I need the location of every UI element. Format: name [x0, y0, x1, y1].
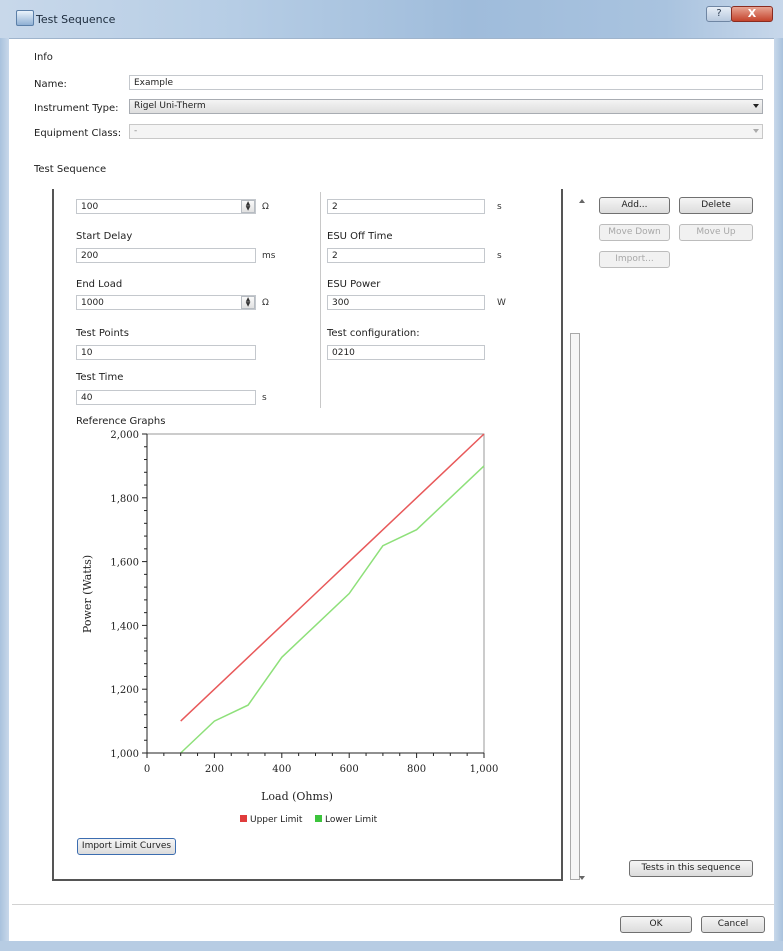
- import-limit-curves-button[interactable]: Import Limit Curves: [77, 838, 176, 855]
- axis-ticks: 1,000 1,200 1,400 1,600 1,800 2,000 0 200 400 600…: [110, 430, 498, 775]
- chevron-down-icon: [753, 104, 759, 108]
- x-tick-label: 200: [205, 764, 224, 775]
- x-tick-label: 0: [144, 764, 150, 775]
- x-axis-label: Load (Ohms): [261, 790, 333, 803]
- first-time-input[interactable]: 2: [327, 199, 485, 214]
- first-load-spinner[interactable]: ▲ ▼: [241, 200, 255, 213]
- y-tick-label: 1,600: [110, 558, 139, 569]
- scroll-down-icon[interactable]: [579, 876, 585, 880]
- legend-label-upper: Upper Limit: [250, 815, 303, 825]
- cancel-button[interactable]: Cancel: [701, 916, 765, 933]
- app-icon: [16, 10, 34, 26]
- y-tick-label: 1,200: [110, 685, 139, 696]
- close-button[interactable]: X: [731, 6, 773, 22]
- end-load-unit: Ω: [262, 298, 269, 308]
- y-tick-label: 1,400: [110, 621, 139, 632]
- equipment-class-label: Equipment Class:: [34, 128, 122, 139]
- delete-button[interactable]: Delete: [679, 197, 753, 214]
- first-load-unit: Ω: [262, 202, 269, 212]
- esu-power-unit: W: [497, 298, 506, 308]
- test-time-unit: s: [262, 393, 267, 403]
- esu-off-time-unit: s: [497, 251, 502, 261]
- column-divider: [320, 192, 321, 408]
- upper-limit-line: [180, 433, 485, 722]
- scrollbar-thumb[interactable]: [570, 333, 580, 880]
- test-time-label: Test Time: [76, 372, 124, 383]
- window-frame-left: [0, 38, 9, 951]
- test-points-label: Test Points: [76, 328, 129, 339]
- test-points-input[interactable]: 10: [76, 345, 256, 360]
- instrument-type-value: Rigel Uni-Therm: [134, 101, 206, 111]
- window-title: Test Sequence: [36, 13, 116, 26]
- esu-power-input[interactable]: 300: [327, 295, 485, 310]
- y-axis-label: Power (Watts): [81, 555, 94, 633]
- start-delay-label: Start Delay: [76, 231, 133, 242]
- reference-graph: 1,000 1,200 1,400 1,600 1,800 2,000 0 200 400 600…: [81, 430, 498, 825]
- esu-off-time-label: ESU Off Time: [327, 231, 393, 242]
- chart-legend: Upper Limit Lower Limit: [240, 815, 378, 825]
- chart-lines: [180, 433, 485, 754]
- start-delay-unit: ms: [262, 251, 276, 261]
- x-tick-label: 600: [340, 764, 359, 775]
- end-load-label: End Load: [76, 279, 123, 290]
- test-sequence-panel: [52, 189, 563, 881]
- legend-label-lower: Lower Limit: [325, 815, 378, 825]
- window-frame-bottom: [0, 941, 783, 951]
- title-bar: [0, 0, 783, 39]
- window-frame-right: [774, 38, 783, 951]
- chevron-down-icon: [753, 129, 759, 133]
- tests-in-sequence-button[interactable]: Tests in this sequence: [629, 860, 753, 877]
- instrument-type-select[interactable]: Rigel Uni-Therm: [129, 99, 763, 114]
- ok-button[interactable]: OK: [620, 916, 692, 933]
- start-delay-input[interactable]: 200: [76, 248, 256, 263]
- lower-limit-line: [180, 465, 485, 754]
- scroll-up-icon[interactable]: [579, 199, 585, 203]
- move-down-button[interactable]: Move Down: [599, 224, 670, 241]
- legend-swatch-lower: [315, 815, 322, 822]
- end-load-spinner[interactable]: ▲ ▼: [241, 296, 255, 309]
- esu-off-time-input[interactable]: 2: [327, 248, 485, 263]
- first-load-input[interactable]: 100: [76, 199, 256, 214]
- y-tick-label: 1,000: [110, 749, 139, 760]
- move-up-button[interactable]: Move Up: [679, 224, 753, 241]
- legend-swatch-upper: [240, 815, 247, 822]
- add-button[interactable]: Add...: [599, 197, 670, 214]
- first-time-unit: s: [497, 202, 502, 212]
- test-configuration-label: Test configuration:: [327, 328, 420, 339]
- equipment-class-select[interactable]: -: [129, 124, 763, 139]
- end-load-input[interactable]: 1000: [76, 295, 256, 310]
- x-tick-label: 400: [272, 764, 291, 775]
- help-button[interactable]: ?: [706, 6, 732, 22]
- test-time-input[interactable]: 40: [76, 390, 256, 405]
- esu-power-label: ESU Power: [327, 279, 381, 290]
- name-input[interactable]: Example: [129, 75, 763, 90]
- equipment-class-value: -: [134, 126, 138, 136]
- instrument-type-label: Instrument Type:: [34, 103, 119, 114]
- x-tick-label: 800: [407, 764, 426, 775]
- reference-graphs-label: Reference Graphs: [76, 416, 166, 427]
- footer-divider: [12, 904, 774, 905]
- name-label: Name:: [34, 79, 67, 90]
- info-section-label: Info: [34, 52, 53, 63]
- y-tick-label: 2,000: [110, 430, 139, 441]
- test-configuration-input[interactable]: 0210: [327, 345, 485, 360]
- import-button[interactable]: Import...: [599, 251, 670, 268]
- y-tick-label: 1,800: [110, 494, 139, 505]
- test-sequence-section-label: Test Sequence: [34, 164, 107, 175]
- x-tick-label: 1,000: [470, 764, 499, 775]
